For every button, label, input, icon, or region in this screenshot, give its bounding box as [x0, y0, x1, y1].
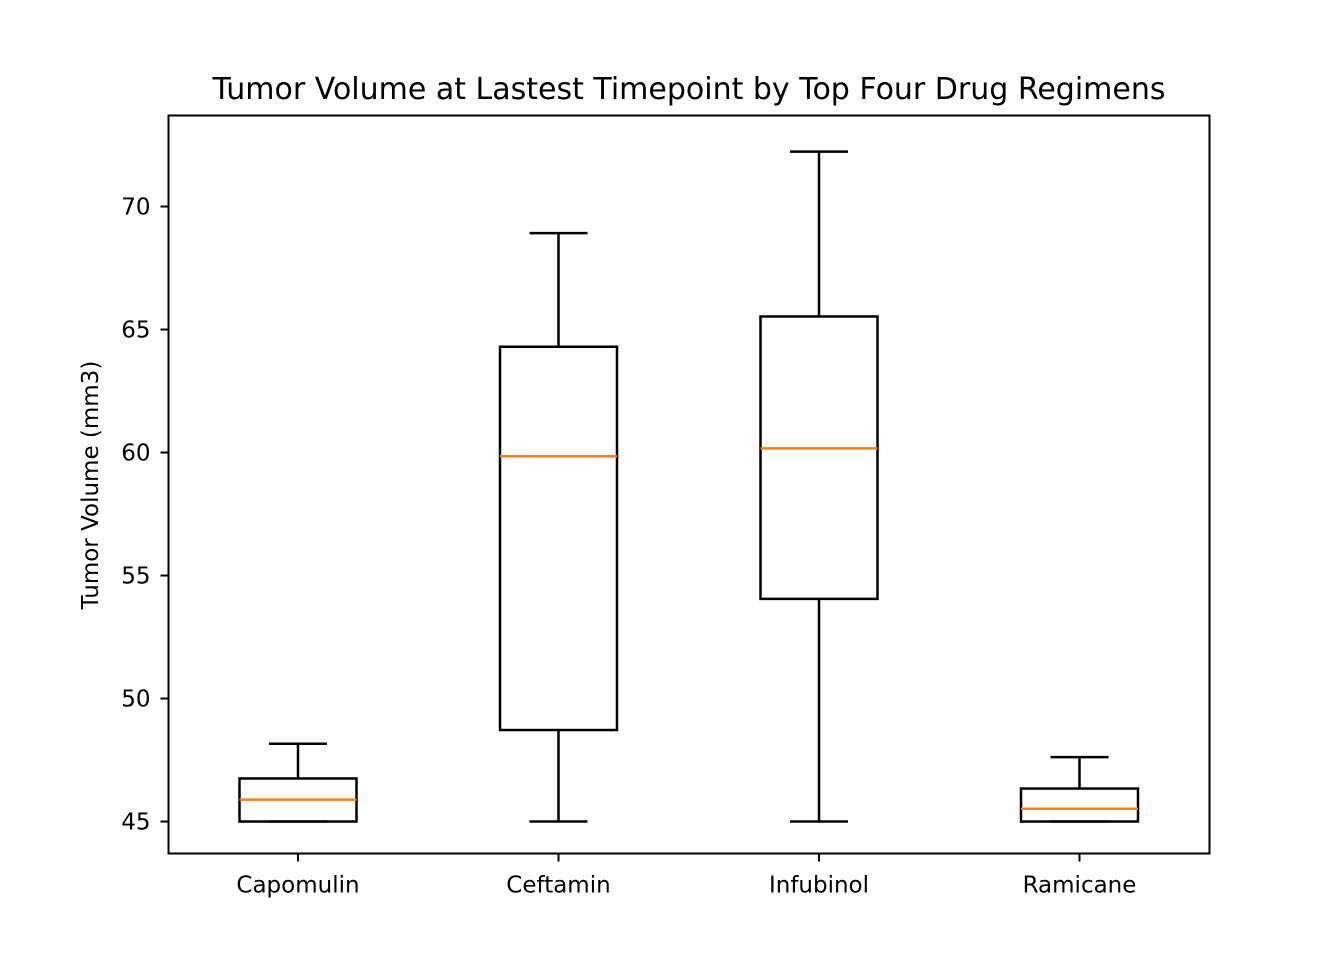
y-tick-label: 45	[121, 810, 150, 836]
x-tick-label: Capomulin	[236, 873, 359, 899]
box-capomulin	[238, 742, 358, 823]
x-tick-label: Ceftamin	[506, 873, 610, 899]
y-tick-label: 50	[121, 687, 150, 713]
x-tick-label: Infubinol	[769, 873, 869, 899]
box-ramicane	[1019, 755, 1140, 823]
box-infubinol	[759, 150, 879, 823]
axes-frame	[167, 114, 1211, 855]
y-tick-label: 60	[121, 441, 150, 467]
x-tick-label: Ramicane	[1023, 873, 1137, 899]
iqr-box	[759, 315, 879, 601]
iqr-box	[498, 345, 619, 732]
iqr-box	[1019, 787, 1140, 823]
y-tick-label: 70	[121, 195, 150, 221]
y-axis-label: Tumor Volume (mm3)	[78, 361, 104, 611]
y-axis-ticks: 45 50 55 60 65 70	[121, 195, 169, 836]
plot-area	[238, 150, 1140, 823]
box-ceftamin	[498, 231, 619, 823]
chart-title: Tumor Volume at Lastest Timepoint by Top…	[212, 72, 1166, 107]
y-tick-label: 55	[121, 564, 150, 590]
x-axis-ticks: Capomulin Ceftamin Infubinol Ramicane	[236, 853, 1137, 899]
y-tick-label: 65	[121, 318, 150, 344]
